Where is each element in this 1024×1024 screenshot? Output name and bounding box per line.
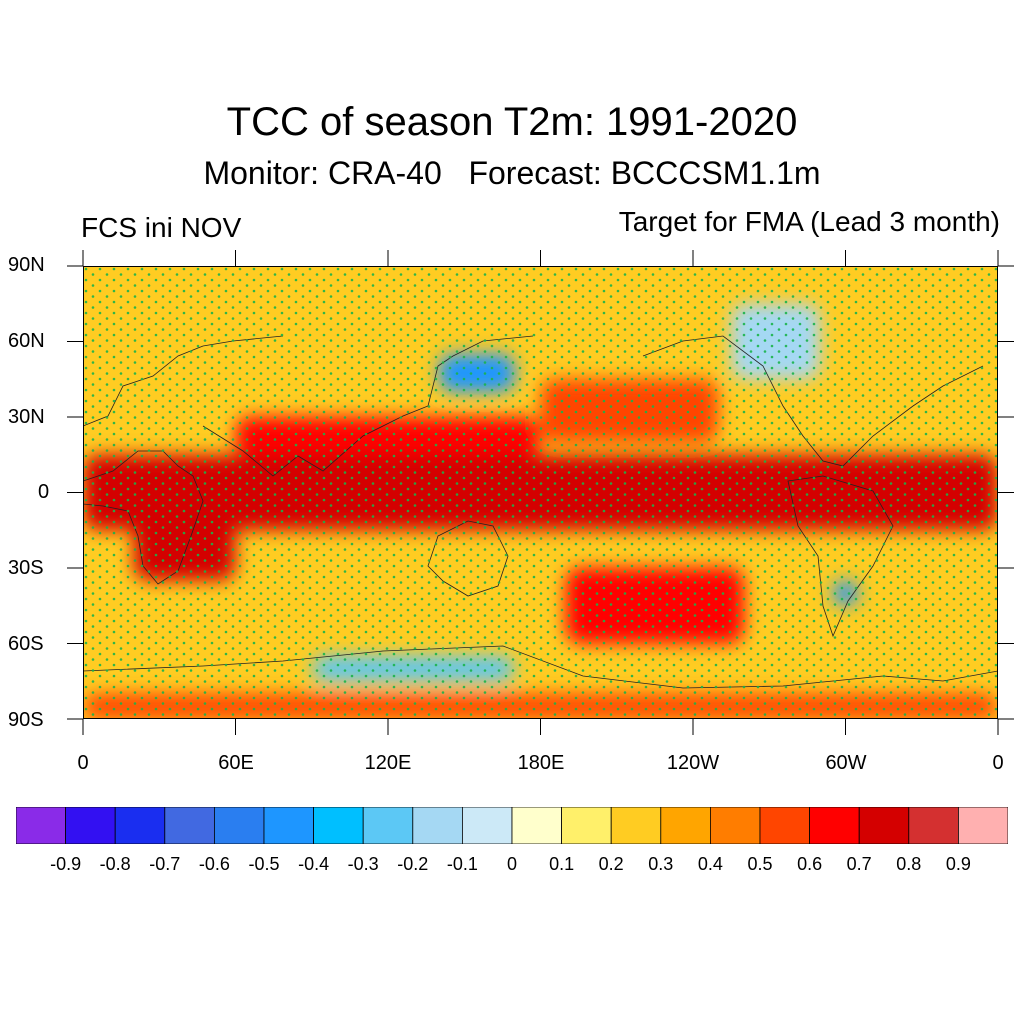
colorbar-label-1: -0.8 bbox=[99, 854, 131, 874]
colorbar-swatch-16 bbox=[809, 806, 860, 845]
colorbar-swatch-4 bbox=[213, 806, 265, 845]
colorbar-label-7: -0.2 bbox=[397, 854, 429, 874]
target-label: Target for FMA (Lead 3 month) bbox=[618, 206, 1000, 237]
colorbar-label-11: 0.2 bbox=[598, 854, 624, 874]
lat-label-90s: 90S bbox=[8, 709, 44, 731]
map-subtitle: Monitor: CRA-40 Forecast: BCCCSM1.1m bbox=[203, 155, 821, 191]
colorbar-swatch-8 bbox=[412, 806, 463, 845]
colorbar-label-17: 0.8 bbox=[896, 854, 922, 874]
colorbar-swatch-10 bbox=[511, 806, 562, 845]
colorbar-swatch-0 bbox=[15, 806, 66, 845]
colorbar-label-15: 0.6 bbox=[797, 854, 823, 874]
map-title: TCC of season T2m: 1991-2020 bbox=[226, 100, 798, 144]
tcc-map bbox=[83, 266, 998, 719]
init-label: FCS ini NOV bbox=[81, 212, 242, 243]
colorbar-swatch-14 bbox=[710, 806, 761, 845]
lon-label-60e: 60E bbox=[218, 752, 254, 774]
colorbar-swatch-9 bbox=[461, 806, 513, 845]
colorbar-swatch-11 bbox=[561, 806, 612, 845]
colorbar-label-18: 0.9 bbox=[945, 854, 971, 874]
colorbar-label-8: -0.1 bbox=[446, 854, 478, 874]
lon-label-0-end: 0 bbox=[992, 752, 1004, 774]
lat-label-90n: 90N bbox=[8, 254, 45, 276]
colorbar-label-12: 0.3 bbox=[648, 854, 674, 874]
lon-label-60w: 60W bbox=[825, 752, 867, 774]
colorbar-swatch-6 bbox=[313, 806, 364, 845]
map-frame bbox=[83, 266, 998, 719]
colorbar-swatch-3 bbox=[164, 806, 215, 845]
colorbar-label-5: -0.4 bbox=[298, 854, 330, 874]
colorbar-swatch-17 bbox=[858, 806, 910, 845]
lat-label-eq: 0 bbox=[38, 481, 50, 503]
colorbar-swatch-19 bbox=[958, 806, 1009, 845]
lon-label-120w: 120W bbox=[666, 752, 720, 774]
colorbar-label-14: 0.5 bbox=[747, 854, 773, 874]
colorbar-swatch-7 bbox=[362, 806, 414, 845]
colorbar-swatch-15 bbox=[759, 806, 810, 845]
lat-label-30s: 30S bbox=[8, 557, 44, 579]
colorbar-swatch-18 bbox=[908, 806, 959, 845]
colorbar-label-3: -0.6 bbox=[198, 854, 230, 874]
colorbar-label-2: -0.7 bbox=[149, 854, 181, 874]
colorbar-label-6: -0.3 bbox=[347, 854, 379, 874]
lat-label-60s: 60S bbox=[8, 633, 44, 655]
lon-label-120e: 120E bbox=[364, 752, 412, 774]
colorbar-swatch-2 bbox=[114, 806, 166, 845]
colorbar-swatch-5 bbox=[263, 806, 314, 845]
colorbar-label-10: 0.1 bbox=[549, 854, 575, 874]
lat-label-60n: 60N bbox=[8, 330, 45, 352]
lat-label-30n: 30N bbox=[8, 406, 45, 428]
colorbar-swatch-13 bbox=[660, 806, 711, 845]
lon-label-180e: 180E bbox=[517, 752, 565, 774]
colorbar-label-0: -0.9 bbox=[50, 854, 82, 874]
colorbar-label-16: 0.7 bbox=[846, 854, 872, 874]
colorbar-label-13: 0.4 bbox=[697, 854, 723, 874]
significance-stippling bbox=[83, 266, 998, 719]
colorbar-label-4: -0.5 bbox=[248, 854, 280, 874]
lon-label-0: 0 bbox=[77, 752, 89, 774]
colorbar-swatch-1 bbox=[65, 806, 116, 845]
colorbar-swatch-12 bbox=[610, 806, 662, 845]
colorbar bbox=[15, 806, 1009, 845]
colorbar-label-9: 0 bbox=[506, 854, 517, 874]
